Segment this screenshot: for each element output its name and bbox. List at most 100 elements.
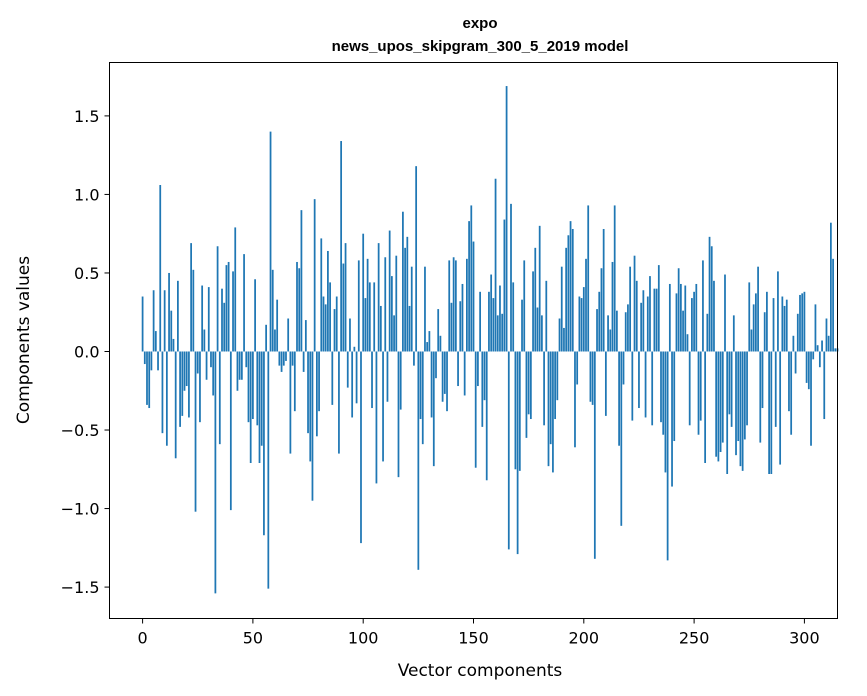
x-tick-label: 200 bbox=[569, 629, 600, 648]
bar bbox=[624, 312, 627, 352]
bar bbox=[289, 351, 292, 454]
bar bbox=[362, 233, 365, 352]
bar bbox=[472, 241, 475, 352]
bar bbox=[622, 351, 625, 385]
bar bbox=[825, 318, 828, 352]
bar bbox=[413, 351, 415, 366]
chart-subtitle: news_upos_skipgram_300_5_2019 model bbox=[332, 38, 629, 55]
bar bbox=[415, 166, 418, 352]
bar bbox=[675, 293, 678, 352]
bar bbox=[607, 315, 609, 352]
bar bbox=[225, 265, 228, 352]
bar bbox=[816, 345, 819, 352]
bar bbox=[329, 282, 331, 352]
bar bbox=[483, 351, 486, 401]
bar bbox=[315, 351, 318, 437]
bar bbox=[761, 351, 764, 409]
bar bbox=[754, 293, 757, 352]
bar bbox=[536, 307, 539, 352]
bar bbox=[377, 243, 380, 352]
bar bbox=[452, 257, 455, 352]
bar bbox=[574, 351, 576, 448]
bar bbox=[492, 298, 495, 352]
x-tick-label: 0 bbox=[137, 629, 147, 648]
bar bbox=[287, 318, 290, 352]
bar bbox=[443, 351, 446, 394]
bar bbox=[179, 351, 181, 427]
bar bbox=[693, 291, 695, 352]
bar bbox=[309, 351, 312, 462]
bar bbox=[382, 351, 384, 462]
bar bbox=[313, 199, 316, 352]
bar bbox=[236, 351, 239, 391]
y-tick-label: −1.0 bbox=[61, 500, 100, 519]
y-tick-label: 0.0 bbox=[74, 342, 99, 361]
bar bbox=[192, 269, 195, 352]
bar bbox=[686, 334, 689, 352]
bar bbox=[510, 203, 512, 352]
bar bbox=[450, 302, 453, 352]
bar bbox=[512, 282, 515, 352]
bar bbox=[141, 296, 144, 352]
bar bbox=[474, 351, 477, 468]
bar bbox=[430, 351, 433, 418]
bar bbox=[148, 351, 151, 409]
bar bbox=[746, 351, 748, 426]
bar bbox=[333, 309, 336, 352]
bar bbox=[322, 296, 325, 352]
bar bbox=[406, 236, 409, 352]
bar bbox=[569, 221, 572, 352]
bar bbox=[371, 351, 373, 409]
plot-frame bbox=[109, 62, 838, 619]
bar bbox=[567, 235, 570, 352]
bar bbox=[772, 298, 775, 352]
bar bbox=[454, 260, 457, 352]
bar bbox=[657, 265, 660, 352]
bar bbox=[366, 258, 369, 352]
bar bbox=[666, 351, 669, 561]
bar bbox=[256, 351, 259, 426]
bars-group bbox=[141, 86, 839, 594]
bar bbox=[651, 351, 654, 426]
bar bbox=[183, 351, 186, 391]
bar bbox=[538, 225, 541, 352]
bar bbox=[240, 351, 243, 380]
bar bbox=[827, 335, 830, 352]
bar bbox=[545, 280, 548, 352]
bar bbox=[556, 351, 559, 401]
bar bbox=[598, 291, 601, 352]
bar bbox=[373, 282, 376, 352]
bar bbox=[613, 205, 616, 352]
bar bbox=[499, 285, 501, 352]
x-tick-label: 250 bbox=[679, 629, 710, 648]
bar bbox=[150, 351, 153, 371]
bar bbox=[547, 351, 550, 467]
bar bbox=[342, 263, 345, 352]
y-tick-label: −0.5 bbox=[61, 421, 100, 440]
bar bbox=[344, 243, 347, 352]
bar bbox=[600, 268, 603, 352]
bar bbox=[688, 351, 691, 426]
bar bbox=[223, 302, 226, 352]
bar bbox=[468, 221, 470, 352]
bar bbox=[668, 283, 671, 352]
bar bbox=[757, 266, 759, 352]
bar bbox=[781, 296, 784, 352]
bar bbox=[554, 351, 556, 420]
bar bbox=[790, 351, 793, 435]
bar bbox=[660, 351, 662, 423]
bar bbox=[227, 261, 230, 352]
bar bbox=[249, 351, 252, 463]
bar bbox=[185, 351, 188, 387]
bar bbox=[243, 254, 245, 352]
bar bbox=[662, 351, 665, 435]
bar bbox=[735, 351, 737, 456]
bar bbox=[558, 318, 561, 352]
bar bbox=[792, 335, 795, 352]
bar bbox=[143, 351, 146, 365]
bar bbox=[254, 279, 256, 352]
bar bbox=[263, 351, 265, 536]
bar bbox=[823, 351, 826, 420]
bar bbox=[417, 351, 420, 570]
bar bbox=[818, 351, 821, 368]
